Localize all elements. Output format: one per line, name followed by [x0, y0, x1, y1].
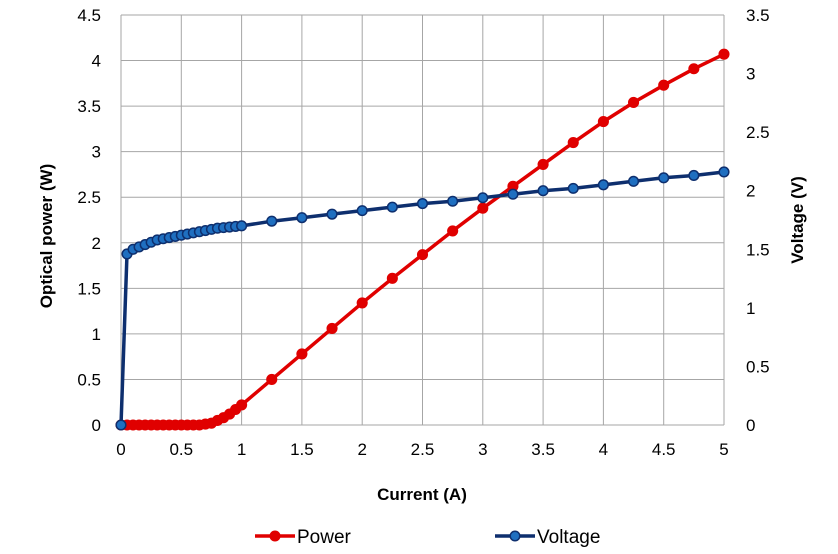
- power-point: [567, 137, 579, 149]
- x-tick-label: 4: [599, 440, 608, 459]
- power-point: [628, 96, 640, 109]
- x-tick-label: 3: [478, 440, 487, 459]
- x-tick-label: 1: [237, 440, 246, 459]
- voltage-point: [356, 205, 368, 217]
- power-point: [597, 116, 609, 128]
- power-point: [447, 225, 459, 237]
- voltage-point: [326, 208, 338, 220]
- voltage-point: [386, 201, 398, 213]
- voltage-point: [567, 182, 579, 194]
- voltage-legend-label: Voltage: [537, 527, 600, 548]
- x-tick-label: 2.5: [411, 440, 435, 459]
- power-point: [658, 79, 670, 91]
- power-point: [326, 322, 338, 334]
- x-axis-title: Current (A): [377, 485, 467, 504]
- power-point: [416, 249, 429, 261]
- voltage-point: [628, 175, 640, 187]
- voltage-point: [416, 198, 429, 210]
- y-tick-label: 0.5: [77, 370, 101, 389]
- x-tick-label: 2: [357, 440, 366, 459]
- x-tick-label: 5: [719, 440, 728, 459]
- voltage-point: [688, 169, 700, 182]
- y-tick-label: 3: [92, 143, 101, 162]
- power-point: [477, 202, 489, 214]
- x-tick-label: 1.5: [290, 440, 314, 459]
- voltage-point: [718, 166, 730, 178]
- power-legend-label: Power: [297, 527, 352, 548]
- y2-tick-label: 2.5: [746, 123, 770, 142]
- y2-tick-label: 3.5: [746, 6, 770, 25]
- voltage-point: [537, 185, 549, 197]
- voltage-point: [597, 179, 609, 191]
- y2-tick-label: 1: [746, 299, 755, 318]
- y-tick-label: 3.5: [77, 97, 101, 116]
- y-tick-label: 1: [92, 325, 101, 344]
- y-axis-title: Optical power (W): [37, 164, 56, 309]
- y-tick-label: 4: [92, 52, 101, 71]
- legend: Power Voltage: [255, 527, 600, 548]
- voltage-point: [447, 195, 459, 207]
- grid: [120, 14, 725, 426]
- power-point: [356, 297, 368, 309]
- y2-tick-label: 2: [746, 182, 755, 201]
- voltage-point: [296, 212, 308, 224]
- y2-tick-label: 0: [746, 416, 755, 435]
- y-tick-label: 2.5: [77, 188, 101, 207]
- series-layer: [115, 48, 730, 431]
- voltage-point: [115, 419, 127, 431]
- power-point: [537, 158, 549, 170]
- tick-labels: 0 0.5 1 1.5 2 2.5 3 3.5 4 4.5 500.511.522.533.544.…: [77, 6, 769, 459]
- y2-tick-label: 1.5: [746, 240, 770, 259]
- power-point: [236, 399, 248, 411]
- voltage-legend-marker: [509, 530, 521, 542]
- y-tick-label: 0: [92, 416, 101, 435]
- y-tick-label: 2: [92, 234, 101, 253]
- power-point: [688, 63, 700, 75]
- y-tick-label: 1.5: [77, 279, 101, 298]
- power-point: [296, 348, 308, 360]
- y2-tick-label: 0.5: [746, 357, 770, 376]
- voltage-point: [658, 172, 670, 184]
- voltage-point: [477, 192, 489, 204]
- power-point: [718, 48, 730, 60]
- x-tick-label: 3.5: [531, 440, 555, 459]
- x-tick-label: 0: [116, 440, 125, 459]
- y-tick-label: 4.5: [77, 6, 101, 25]
- y2-axis-title: Voltage (V): [788, 176, 807, 264]
- power-point: [386, 272, 398, 284]
- power-point: [266, 373, 278, 385]
- voltage-point: [266, 215, 278, 227]
- voltage-point: [236, 220, 248, 232]
- y2-tick-label: 3: [746, 65, 755, 84]
- x-tick-label: 4.5: [652, 440, 676, 459]
- x-tick-label: 0.5: [169, 440, 193, 459]
- power-legend-marker: [269, 530, 281, 542]
- voltage-point: [507, 188, 519, 200]
